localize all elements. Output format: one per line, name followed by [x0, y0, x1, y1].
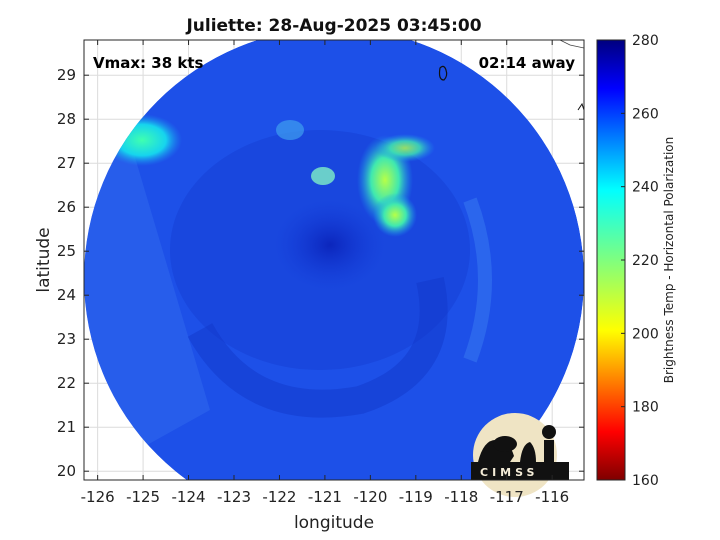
- x-tick-label: -117: [490, 488, 524, 506]
- colorbar-label: Brightness Temp - Horizontal Polarizatio…: [662, 137, 676, 384]
- x-tick-label: -126: [81, 488, 115, 506]
- colorbar-tick-label: 200: [632, 326, 659, 342]
- colorbar-tick-label: 280: [632, 33, 659, 49]
- y-tick-label: 23: [57, 330, 76, 348]
- x-tick-label: -118: [444, 488, 478, 506]
- y-tick-label: 28: [57, 110, 76, 128]
- y-tick-label: 22: [57, 374, 76, 392]
- colorbar-tick-label: 180: [632, 400, 659, 416]
- swath-image: [84, 40, 584, 480]
- y-tick-label: 29: [57, 66, 76, 84]
- x-tick-label: -116: [535, 488, 569, 506]
- colorbar-ticks: 160 180 200 220 240 260 280: [621, 33, 659, 489]
- x-axis-label: longitude: [294, 513, 374, 533]
- cimss-logo-text: CIMSS: [480, 466, 538, 479]
- cimss-logo: CIMSS: [471, 413, 569, 497]
- x-tick-label: -122: [262, 488, 296, 506]
- x-tick-label: -121: [308, 488, 342, 506]
- y-tick-label: 24: [57, 286, 76, 304]
- y-tick-label: 25: [57, 242, 76, 260]
- y-tick-label: 27: [57, 154, 76, 172]
- y-tick-label: 20: [57, 462, 76, 480]
- colorbar-tick-label: 240: [632, 180, 659, 196]
- plot-frame: [83, 39, 585, 481]
- x-tick-label: -123: [217, 488, 251, 506]
- x-tick-label: -119: [399, 488, 433, 506]
- colorbar-tick-label: 260: [632, 106, 659, 122]
- colorbar-tick-label: 220: [632, 253, 659, 269]
- y-tick-label: 21: [57, 418, 76, 436]
- x-tick-label: -125: [126, 488, 160, 506]
- colorbar: [596, 39, 626, 481]
- colorbar-tick-label: 160: [632, 473, 659, 489]
- y-tick-label: 26: [57, 198, 76, 216]
- x-axis-ticks: -126 -125 -124 -123 -122 -121 -120 -119 -118 -117…: [81, 40, 569, 506]
- y-axis-label: latitude: [34, 227, 54, 292]
- chart-title: Juliette: 28-Aug-2025 03:45:00: [185, 16, 481, 36]
- x-tick-label: -124: [172, 488, 206, 506]
- x-tick-label: -120: [353, 488, 387, 506]
- vmax-annotation: Vmax: 38 kts: [93, 54, 203, 72]
- y-axis-ticks: 20 21 22 23 24 25 26 27 28 29: [57, 66, 584, 480]
- time-offset-annotation: 02:14 away: [479, 54, 576, 72]
